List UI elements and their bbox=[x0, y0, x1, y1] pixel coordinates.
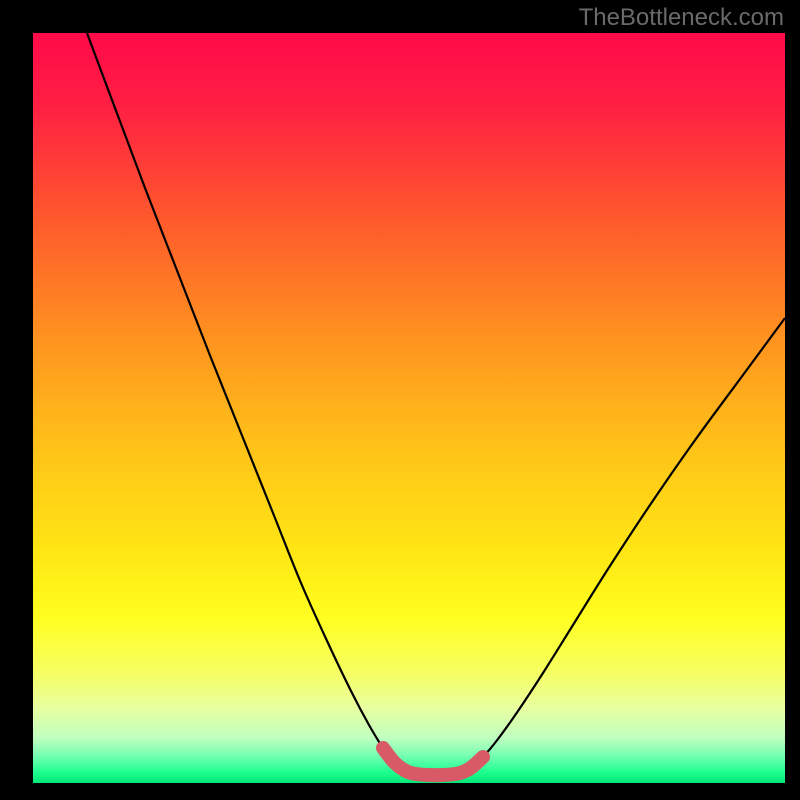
curve-layer bbox=[33, 33, 785, 783]
plot-area bbox=[33, 33, 785, 783]
watermark-text: TheBottleneck.com bbox=[579, 4, 784, 32]
bottleneck-curve bbox=[87, 33, 785, 775]
optimal-zone-highlight bbox=[383, 748, 483, 775]
chart-frame: TheBottleneck.com bbox=[0, 0, 800, 800]
